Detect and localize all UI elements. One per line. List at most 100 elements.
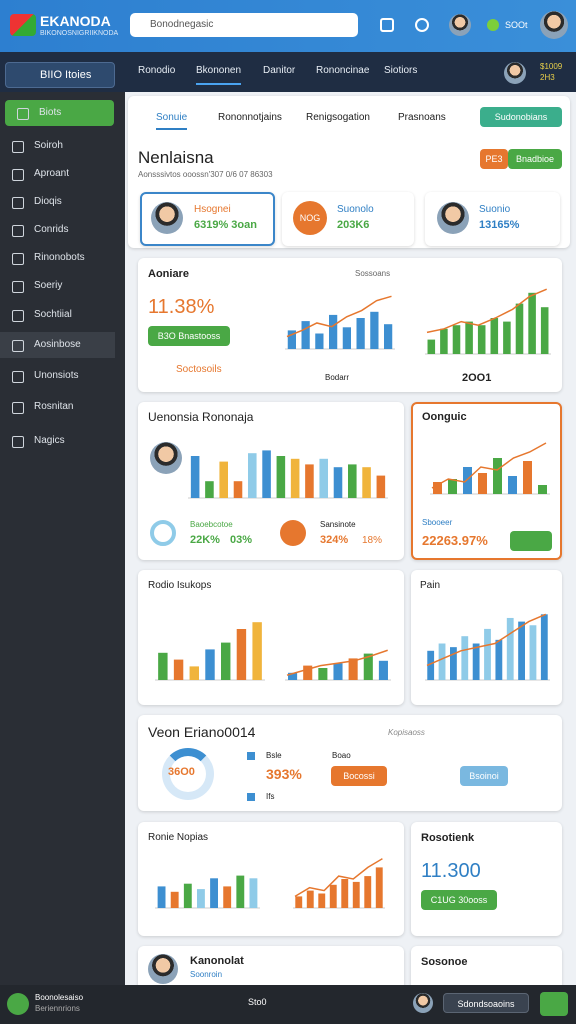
menu-button[interactable] [5,62,115,88]
bar [170,891,179,908]
footer-button[interactable]: Sdondsoaoins [443,993,529,1013]
card-title: Ronie Nopias [148,832,209,843]
avatar [148,954,178,984]
nav-tab[interactable]: Ronodio [138,65,176,76]
nav-tab[interactable]: Rononcinae [316,65,370,76]
status-dot [487,19,499,31]
donut-value: 36O0 [168,766,195,778]
mini-chart [430,442,550,495]
mini-chart [155,622,265,681]
bar [472,643,480,680]
bar [329,884,337,908]
mini-chart [425,613,550,681]
sidebar-item[interactable]: Dioqis [0,189,125,215]
card-title: Oonguic [422,411,467,423]
bar [236,875,245,908]
note: Kopisaoss [388,728,425,737]
bar [173,659,184,680]
bar [190,456,200,498]
sidebar-item[interactable]: Rinonobots [0,245,125,271]
sidebar-item[interactable]: Aosinbose [0,332,115,358]
value: 393% [266,766,302,782]
legend-swatch [247,752,255,760]
button[interactable]: Bocossi [331,766,387,786]
bar [376,475,386,498]
stat-label: Baoebcotoe [190,520,233,529]
bar [157,886,166,908]
footer-sub: Beriennrions [35,1004,80,1013]
bar [348,658,358,680]
button[interactable]: PE3 [480,149,508,169]
sidebar-item[interactable]: Biots [5,100,114,126]
bar [287,330,296,349]
avatar [540,11,568,39]
year: 2OO1 [462,372,492,384]
nav-tab[interactable]: Siotiors [384,65,418,76]
donut [162,748,214,800]
search-box[interactable] [130,13,358,37]
bar [301,321,310,349]
button[interactable] [510,531,552,551]
bar [210,878,218,908]
bar [540,307,549,354]
bar [375,867,383,908]
trend-line [286,649,388,676]
mini-chart [425,288,551,355]
footer-icon [7,993,29,1015]
bar [362,467,371,498]
chart-label: Sossoans [355,269,391,278]
bar [370,311,379,349]
trend-line [426,613,547,667]
bar [333,467,343,498]
compare-card [138,402,404,560]
legend-label: Bsle [266,751,282,760]
bar [478,473,487,494]
bar [352,881,360,908]
nav-tab[interactable]: Danitor [263,65,296,76]
button[interactable]: Bsoinoi [460,766,508,786]
bar [333,663,343,680]
sidebar-item[interactable]: Rosnitan [0,394,125,420]
stat-value: 6319% 3oan [194,219,257,231]
icon [380,18,394,32]
bar [523,461,532,494]
bar [463,467,472,494]
sidebar-item[interactable]: Soeriy [0,273,125,299]
summary-tab: Sonuie [156,112,188,130]
avatar [413,993,433,1013]
menu-label: BIIO Itoies [40,69,92,81]
bar [197,889,205,908]
legend-label: Boao [332,751,351,760]
card-sub: Soonroin [190,970,223,979]
sidebar-item[interactable]: Nagics [0,428,125,454]
bar [450,647,457,680]
bar [515,303,524,354]
button[interactable]: Bnadbioe [508,149,562,169]
footer-button[interactable] [540,992,568,1016]
button[interactable]: B3O Bnastooss [148,326,230,346]
bar [252,622,262,680]
sidebar-item[interactable]: Aproant [0,161,125,187]
bar [528,292,536,354]
bottom-card [138,946,404,990]
action-button[interactable]: Sudonobians [480,107,562,127]
mini-chart [155,875,260,909]
bottom-card [411,946,562,990]
stat-label: Suonio [479,204,511,215]
bar [183,883,192,908]
avatar [449,14,471,36]
sidebar [0,92,125,985]
bar [363,653,373,680]
sidebar-item[interactable]: Sochtiial [0,302,125,328]
stat-label: Sansinote [320,520,356,529]
trend-line [426,288,547,334]
bar [158,652,168,680]
footer-title: Boonolesaiso [35,993,84,1002]
sidebar-item[interactable]: Conrids [0,217,125,243]
icon [280,520,306,546]
button[interactable]: C1UG 30ooss [421,890,497,910]
bar [518,621,525,680]
sidebar-item[interactable]: Unonsiots [0,363,125,389]
sidebar-item[interactable]: Soiroh [0,133,125,159]
nav-tab[interactable]: Bkononen [196,65,242,85]
